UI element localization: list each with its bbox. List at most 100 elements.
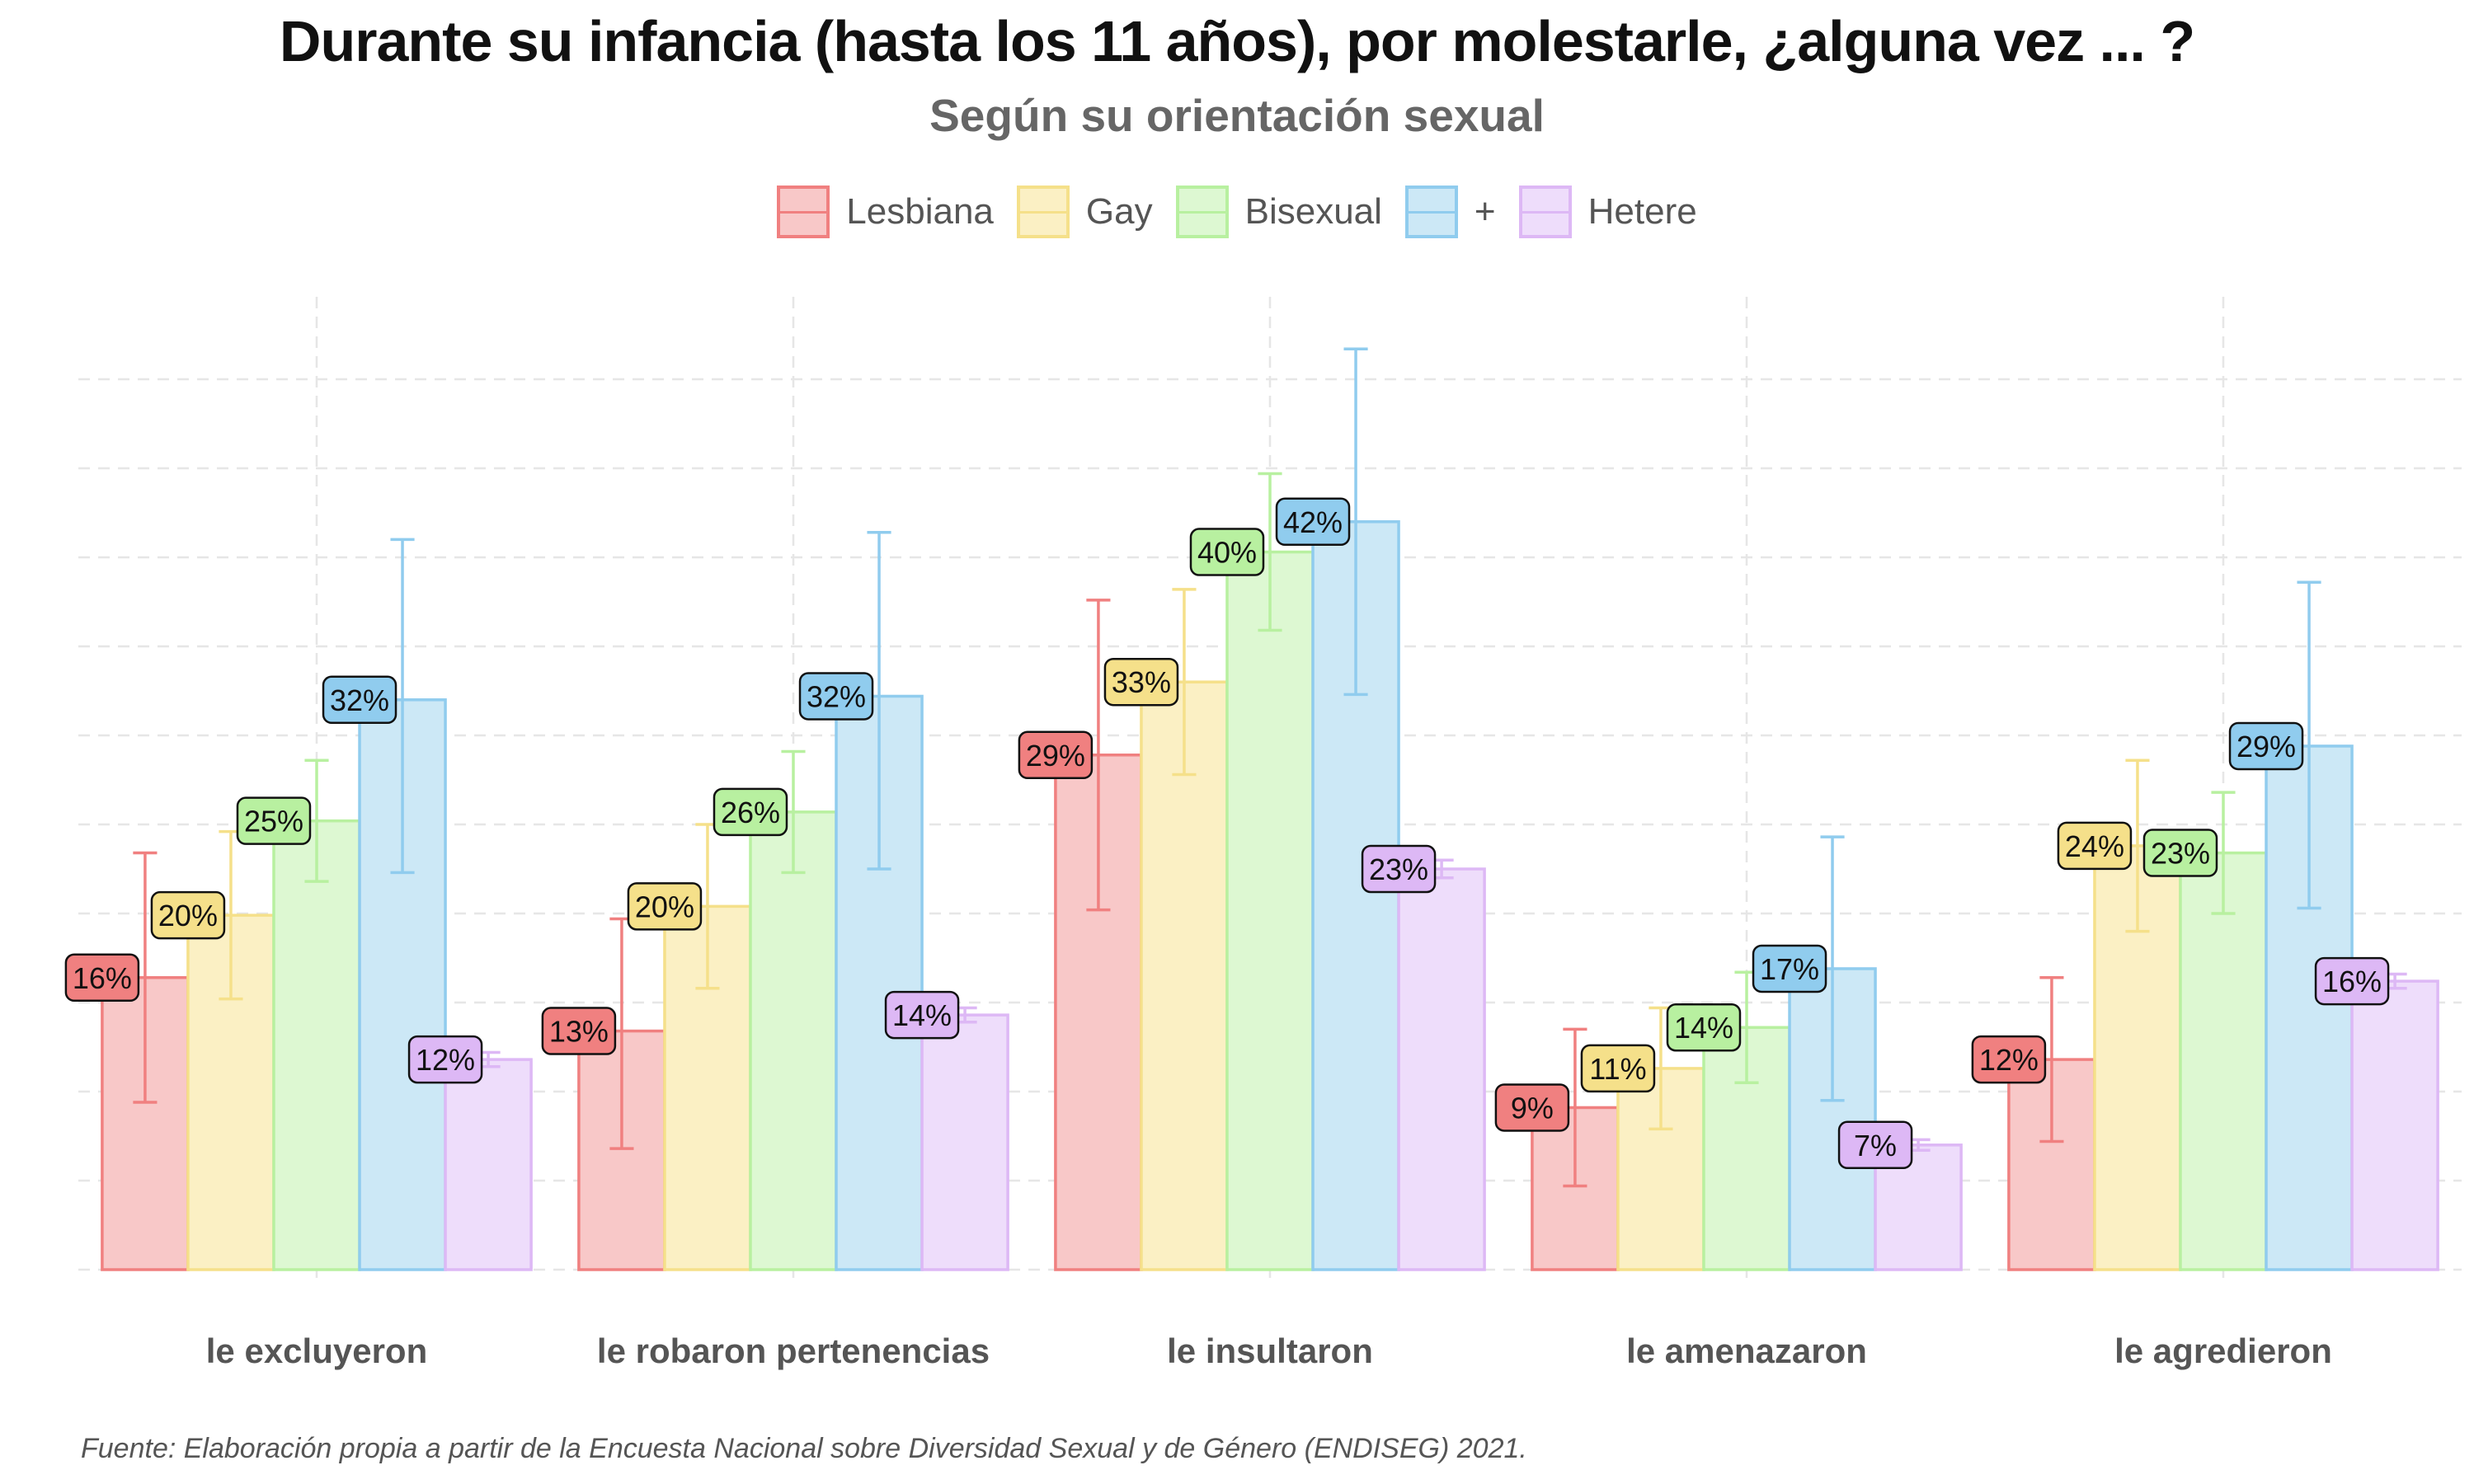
error-bar [1258,472,1282,632]
bar [2350,979,2439,1271]
svg-text:20%: 20% [635,890,694,923]
legend-label: Hetere [1587,191,1697,232]
svg-text:42%: 42% [1283,505,1343,539]
error-bar [2125,758,2150,933]
x-tick-label: le robaron pertenencias [597,1331,990,1370]
data-label: 7% [1837,1120,1913,1170]
error-bar [781,749,806,875]
data-label: 29% [2228,721,2304,771]
error-bar [1172,588,1197,777]
x-axis: le excluyeron le robaron pertenencias le i… [206,1331,2332,1370]
error-bar [304,758,329,883]
data-label: 29% [1018,730,1094,780]
data-label: 13% [541,1007,617,1055]
svg-text:12%: 12% [1979,1043,2039,1077]
bar [1140,680,1229,1271]
data-label: 26% [713,787,788,837]
error-bar [1563,1027,1587,1188]
chart-subtitle: Según su orientación sexual [929,90,1545,141]
legend-key [1518,186,1572,238]
svg-text:29%: 29% [2236,730,2296,763]
legend-item: Bisexual [1175,186,1382,238]
svg-text:16%: 16% [2322,965,2382,998]
svg-text:26%: 26% [721,796,780,829]
error-bar [2039,976,2064,1144]
legend-item: Lesbiana [777,186,994,238]
svg-text:9%: 9% [1511,1091,1554,1125]
legend-key [1404,186,1458,238]
svg-text:12%: 12% [416,1043,475,1077]
svg-text:23%: 23% [1369,852,1428,886]
legend-item: + [1404,186,1496,238]
x-tick-label: le agredieron [2114,1331,2332,1370]
bars [101,520,2439,1271]
data-label: 20% [627,882,703,931]
svg-text:40%: 40% [1197,536,1257,570]
data-label: 40% [1189,528,1265,576]
data-label: 16% [64,953,140,1003]
svg-text:32%: 32% [807,679,866,713]
legend: Lesbiana Gay Bisexual + Hetere [0,186,2474,238]
legend-label: Bisexual [1244,191,1382,232]
svg-text:7%: 7% [1854,1129,1897,1162]
legend-label: Gay [1085,191,1153,232]
svg-text:17%: 17% [1760,952,1819,986]
svg-text:32%: 32% [330,683,389,717]
bar [444,1058,533,1271]
svg-text:23%: 23% [2151,837,2210,871]
data-labels: 16% 20% 25% 32% 12% 13% 20% 26% 32% 14% 29% 33% 40% 4… [64,497,2390,1170]
error-bar [133,851,158,1104]
data-label: 17% [1752,944,1827,993]
data-label: 9% [1494,1083,1570,1132]
bar [749,810,838,1271]
bar [1397,867,1486,1271]
data-label: 23% [2142,829,2218,877]
data-label: 42% [1275,497,1351,547]
svg-text:11%: 11% [1589,1052,1646,1086]
error-bar [1820,835,1845,1102]
data-label: 16% [2314,956,2390,1006]
error-bar [867,531,891,871]
legend-label: Lesbiana [846,191,994,232]
data-label: 25% [236,796,312,845]
data-label: 32% [322,675,397,725]
error-bar [1343,347,1368,697]
error-bars [133,347,2407,1188]
legend-item: Hetere [1518,186,1697,238]
error-bar [2297,580,2321,910]
legend-label: + [1474,191,1496,232]
svg-text:33%: 33% [1112,665,1171,699]
data-label: 12% [1971,1035,2047,1084]
data-label: 14% [884,990,960,1040]
data-label: 33% [1103,657,1179,707]
legend-key [777,186,830,238]
data-label: 23% [1361,844,1437,894]
svg-text:29%: 29% [1026,739,1085,773]
bar [2179,851,2268,1271]
bar [1225,550,1315,1271]
error-bar [1086,599,1111,912]
svg-text:14%: 14% [1674,1011,1733,1045]
svg-text:24%: 24% [2065,829,2124,863]
legend-key [1016,186,1070,238]
data-label: 11% [1580,1044,1656,1093]
svg-text:20%: 20% [158,899,218,932]
chart-title: Durante su infancia (hasta los 11 años),… [279,9,2195,73]
data-label: 12% [407,1035,483,1084]
data-label: 24% [2057,821,2133,871]
data-label: 20% [150,890,226,940]
bar [272,819,361,1271]
legend-item: Gay [1016,186,1153,238]
data-label: 32% [798,672,874,721]
svg-text:14%: 14% [892,998,952,1032]
svg-text:25%: 25% [244,805,303,838]
error-bar [390,538,415,875]
svg-text:13%: 13% [549,1015,609,1049]
x-tick-label: le insultaron [1167,1331,1373,1370]
legend-key [1175,186,1229,238]
x-tick-label: le amenazaron [1626,1331,1867,1370]
error-bar [2211,791,2236,915]
data-label: 14% [1666,1003,1742,1052]
source-note: Fuente: Elaboración propia a partir de l… [81,1433,1527,1464]
